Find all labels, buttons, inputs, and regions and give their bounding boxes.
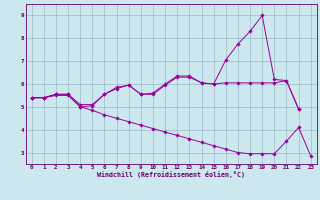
X-axis label: Windchill (Refroidissement éolien,°C): Windchill (Refroidissement éolien,°C): [97, 171, 245, 178]
